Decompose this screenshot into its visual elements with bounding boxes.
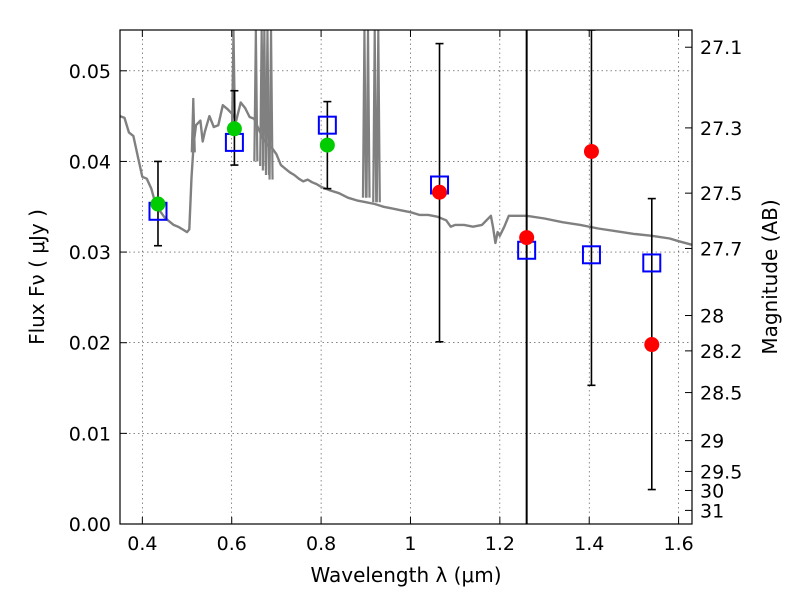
x-axis-label: Wavelength λ (μm) (310, 563, 501, 587)
sed-emission-line-spike (268, 30, 274, 180)
x-tick-label: 1.4 (574, 533, 604, 555)
right-tick-label: 29.5 (700, 461, 742, 483)
x-tick-label: 0.6 (217, 533, 247, 555)
non-detection-point (432, 184, 448, 200)
y-tick-label: 0.01 (69, 423, 111, 445)
right-tick-label: 27.1 (700, 37, 742, 59)
plot-area (120, 30, 692, 524)
y-axis-label: Flux Fν ( μJy ) (25, 209, 49, 345)
y-axis-right-label: Magnitude (AB) (758, 199, 782, 354)
right-tick-label: 30 (700, 480, 724, 502)
non-detection-point (519, 230, 535, 246)
y-tick-label: 0.05 (69, 61, 111, 83)
plot-frame (119, 29, 693, 525)
y-tick-label: 0.02 (69, 333, 111, 355)
sed-emission-line-spike (375, 30, 381, 203)
non-detection-point (644, 337, 660, 353)
model-photometry-square (642, 253, 662, 273)
x-tick-label: 1 (404, 533, 416, 555)
sed-emission-line-spike (372, 30, 378, 203)
model-photometry-square (317, 115, 337, 135)
sed-model-line (120, 101, 692, 246)
sed-emission-line-spike (264, 30, 271, 176)
detection-point (150, 196, 166, 212)
detection-point (319, 137, 335, 153)
right-tick-label: 28 (700, 306, 724, 328)
right-tick-label: 27.7 (700, 238, 742, 260)
right-tick-label: 27.5 (700, 183, 742, 205)
x-tick-label: 1.2 (485, 533, 515, 555)
x-tick-label: 1.6 (663, 533, 693, 555)
right-tick-label: 31 (700, 500, 724, 522)
right-tick-label: 29 (700, 431, 724, 453)
axis-ticks: 0.4 0.6 0.8 1 1.2 1.4 1.6 0.00 0.01 0.02 0.03 0.04 0… (69, 30, 742, 555)
sed-emission-line-spike (190, 97, 196, 153)
grid (120, 30, 692, 525)
x-tick-label: 0.8 (306, 533, 336, 555)
sed-emission-line-spike (253, 30, 259, 162)
x-tick-label: 0.4 (127, 533, 157, 555)
non-detection-point (583, 143, 599, 159)
y-tick-label: 0.00 (69, 514, 111, 536)
y-tick-label: 0.04 (69, 151, 111, 173)
model-photometry-square (581, 245, 601, 265)
sed-emission-line-spike (365, 30, 371, 198)
right-tick-label: 27.3 (700, 118, 742, 140)
detection-point (226, 121, 242, 137)
sed-emission-line-spike (261, 30, 267, 171)
right-tick-label: 28.2 (700, 341, 742, 363)
y-tick-label: 0.03 (69, 242, 111, 264)
right-tick-label: 28.5 (700, 383, 742, 405)
sed-emission-line-spike (361, 30, 368, 198)
